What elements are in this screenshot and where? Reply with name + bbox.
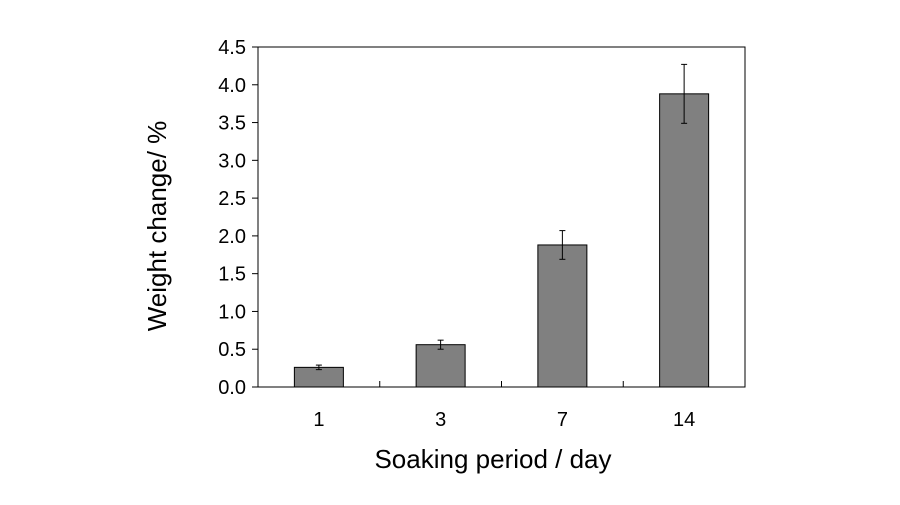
y-tick-label: 1.5 [218, 264, 246, 286]
y-tick-label: 3.5 [218, 113, 246, 135]
y-tick-label: 1.0 [218, 301, 246, 323]
y-tick-label: 2.0 [218, 226, 246, 248]
x-tick-label: 14 [673, 409, 695, 431]
y-tick-label: 3.0 [218, 150, 246, 172]
bar [659, 93, 710, 388]
x-tick-label: 7 [557, 409, 568, 431]
plot-area: 0.0 0.5 1.0 1.5 2.0 2.5 3.0 3.5 4.0 4.5 1 3 7 14 [218, 37, 746, 431]
x-axis-title: Soaking period / day [374, 444, 611, 474]
x-tick-label: 3 [435, 409, 446, 431]
bar [415, 344, 466, 388]
bar [537, 244, 588, 388]
x-tick-label: 1 [313, 409, 324, 431]
y-tick-label: 2.5 [218, 188, 246, 210]
y-tick-label: 4.5 [218, 37, 246, 59]
bar [293, 366, 344, 388]
y-tick-label: 0.5 [218, 339, 246, 361]
y-tick-label: 4.0 [218, 75, 246, 97]
y-axis-title: Weight change/ % [142, 121, 172, 332]
y-tick-label: 0.0 [218, 377, 246, 399]
